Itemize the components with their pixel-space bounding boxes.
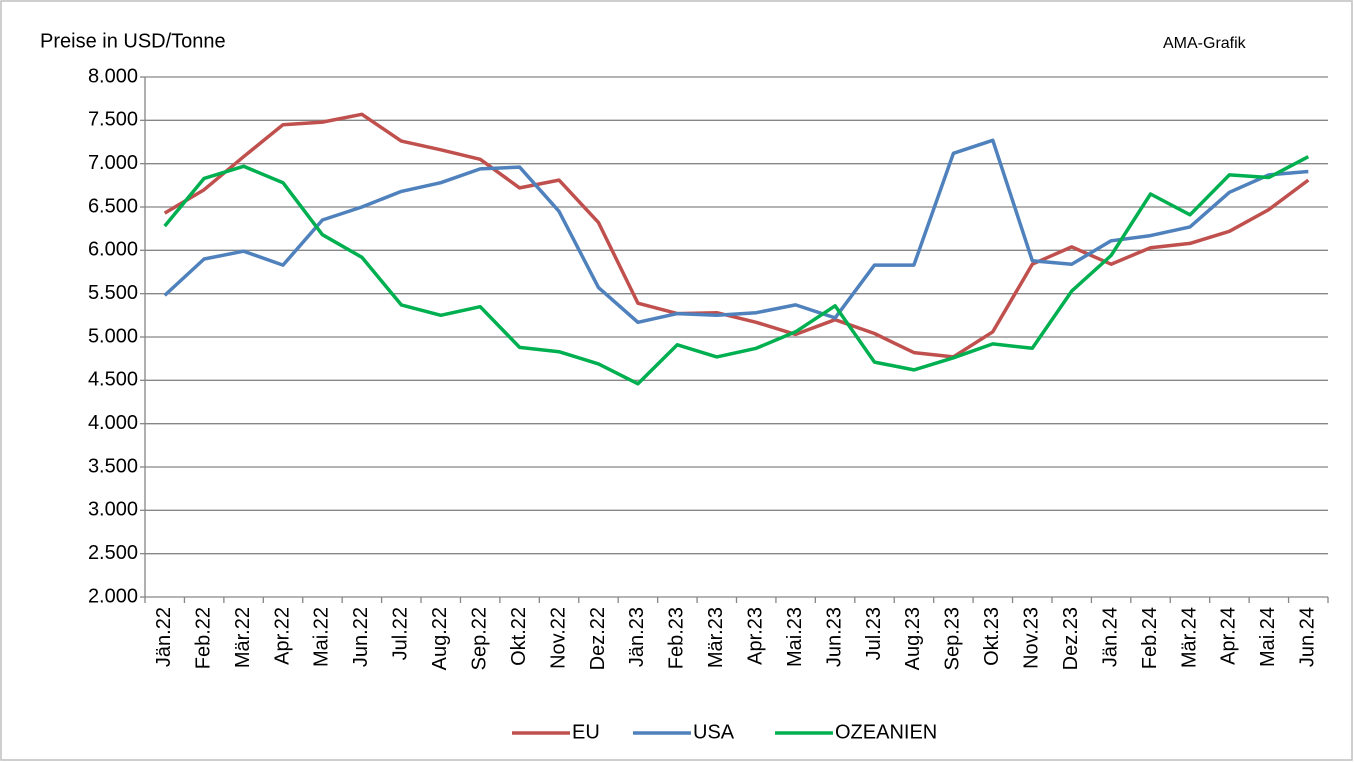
- x-tick-label: Jun.24: [1297, 607, 1319, 667]
- y-tick-label: 8.000: [88, 65, 138, 87]
- x-tick-label: Mai.23: [784, 607, 806, 667]
- y-tick-label: 5.000: [88, 325, 138, 347]
- x-tick-label: Nov.22: [547, 607, 569, 669]
- x-tick-label: Nov.23: [1021, 607, 1043, 669]
- legend-label: EU: [572, 721, 600, 743]
- y-tick-label: 5.500: [88, 282, 138, 304]
- x-tick-label: Mai.22: [311, 607, 333, 667]
- y-tick-label: 6.500: [88, 195, 138, 217]
- y-tick-label: 3.000: [88, 499, 138, 521]
- y-tick-label: 2.500: [88, 542, 138, 564]
- y-tick-label: 7.000: [88, 152, 138, 174]
- x-tick-label: Jän.22: [153, 607, 175, 667]
- x-tick-label: Apr.23: [744, 607, 766, 665]
- x-tick-label: Dez.22: [587, 607, 609, 670]
- x-tick-label: Sep.23: [942, 607, 964, 670]
- y-tick-label: 4.500: [88, 369, 138, 391]
- x-tick-label: Jun.22: [350, 607, 372, 667]
- x-tick-label: Mär.23: [705, 607, 727, 668]
- legend-label: USA: [693, 721, 735, 743]
- x-tick-label: Okt.23: [981, 607, 1003, 666]
- x-tick-label: Mär.22: [232, 607, 254, 668]
- annotation: AMA-Grafik: [1163, 35, 1247, 52]
- series-line: [163, 138, 1309, 325]
- x-tick-label: Apr.24: [1218, 607, 1240, 665]
- x-tick-label: Sep.22: [468, 607, 490, 670]
- series-line: [163, 155, 1310, 386]
- y-tick-label: 2.000: [88, 585, 138, 607]
- x-tick-label: Okt.22: [508, 607, 530, 666]
- x-tick-label: Feb.23: [666, 607, 688, 669]
- y-tick-label: 3.500: [88, 455, 138, 477]
- x-tick-label: Jän.24: [1099, 607, 1121, 667]
- x-tick-label: Dez.23: [1060, 607, 1082, 670]
- x-tick-label: Aug.23: [902, 607, 924, 670]
- y-tick-label: 6.000: [88, 239, 138, 261]
- x-tick-label: Jän.23: [626, 607, 648, 667]
- x-tick-label: Mai.24: [1257, 607, 1279, 667]
- x-tick-label: Jul.22: [390, 607, 412, 660]
- legend-label: OZEANIEN: [835, 721, 937, 743]
- x-tick-label: Mär.24: [1178, 607, 1200, 668]
- x-tick-label: Apr.22: [271, 607, 293, 665]
- x-tick-label: Feb.24: [1139, 607, 1161, 669]
- y-tick-label: 4.000: [88, 412, 138, 434]
- x-tick-label: Aug.22: [429, 607, 451, 670]
- x-tick-label: Jul.23: [863, 607, 885, 660]
- x-tick-label: Jun.23: [823, 607, 845, 667]
- chart-title: Preise in USD/Tonne: [40, 30, 226, 52]
- x-tick-label: Feb.22: [192, 607, 214, 669]
- series-line: [163, 112, 1310, 359]
- y-tick-label: 7.500: [88, 109, 138, 131]
